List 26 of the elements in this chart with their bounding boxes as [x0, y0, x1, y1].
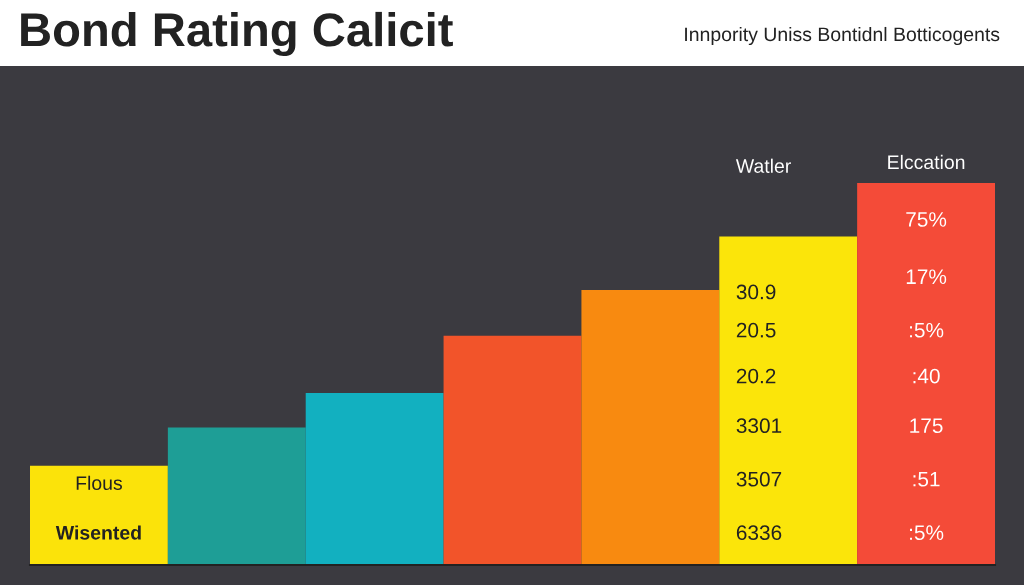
- annotation: 20.2: [736, 368, 776, 384]
- chart-title: Bond Rating Calicit: [21, 11, 453, 57]
- annotation: :5%: [910, 322, 944, 338]
- bar: [443, 335, 582, 565]
- annotation: 3507: [736, 471, 782, 487]
- annotation: Wisented: [55, 525, 141, 540]
- annotation: 3301: [736, 418, 782, 434]
- bar: [719, 236, 858, 565]
- annotation: 175: [910, 418, 943, 434]
- annotation: 30.9: [736, 284, 776, 300]
- bar: [30, 465, 168, 565]
- chart-subtitle: Innpority Uniss Bontidnl Botticogents: [685, 26, 1000, 46]
- text: Elccation: [888, 154, 965, 170]
- bar: [581, 289, 720, 565]
- text: Watler: [735, 158, 791, 173]
- annotation: Flous: [76, 475, 122, 490]
- annotation: :40: [913, 368, 940, 384]
- annotation: :51: [913, 472, 940, 487]
- bar: [857, 183, 995, 565]
- annotation: :5%: [910, 525, 944, 541]
- annotation: 6336: [736, 525, 782, 541]
- annotation: 75%: [906, 212, 947, 227]
- annotation: 17%: [906, 269, 947, 285]
- annotation: 20.5: [736, 322, 776, 338]
- bar: [167, 427, 306, 565]
- bar: [305, 393, 444, 565]
